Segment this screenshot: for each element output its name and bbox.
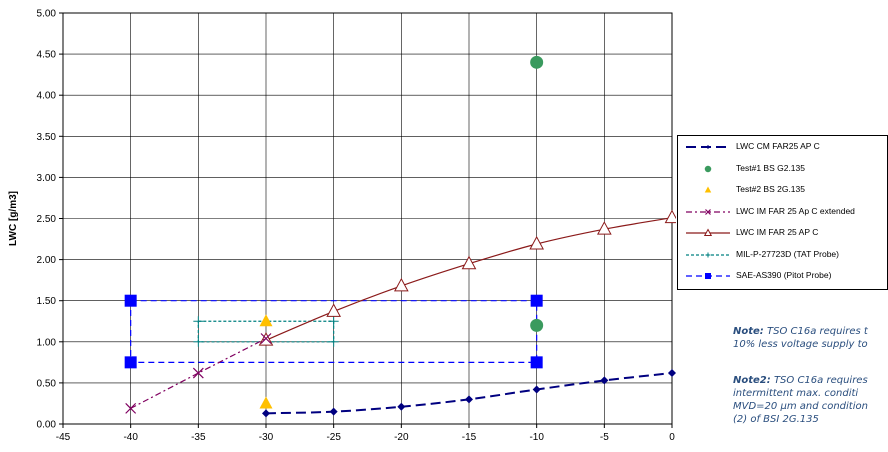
data-point [326, 303, 342, 317]
series-3 [125, 333, 272, 414]
data-point [397, 402, 406, 411]
legend-item: Test#2 BS 2G.135 [678, 182, 888, 198]
legend-marker [704, 186, 712, 193]
y-tick-label: 3.00 [37, 173, 57, 184]
legend-swatch [686, 145, 730, 149]
x-tick-label: -45 [56, 432, 71, 443]
note-2-line-4: (2) of BSI 2G.135 [733, 414, 819, 425]
note-2: Note2: TSO C16a requires intermittent ma… [733, 374, 888, 426]
data-point [328, 316, 339, 327]
legend-item: MIL-P-27723D (TAT Probe) [678, 247, 888, 263]
note-2-line-3: MVD=20 μm and condition [733, 401, 868, 412]
lwc-chart: -45 -40 -35 -30 -25 -20 -15 -10 -5 0 0.00 0.50 1.00 1… [8, 9, 676, 443]
y-tick-label: 4.00 [37, 91, 57, 102]
note-1-line-2: 10% less voltage supply to [733, 339, 868, 350]
y-tick-label: 2.00 [37, 255, 57, 266]
y-tick-label: 1.50 [37, 296, 57, 307]
x-tick-label: -15 [462, 432, 477, 443]
data-point [600, 376, 609, 385]
legend-marker [706, 145, 710, 149]
x-tick-label: -20 [394, 432, 409, 443]
legend-label: SAE-AS390 (Pitot Probe) [736, 270, 832, 280]
data-point [596, 221, 612, 235]
series-0 [262, 369, 676, 418]
y-tick-label: 4.50 [37, 50, 57, 61]
series-line [130, 300, 538, 363]
data-point [259, 314, 273, 327]
legend-label: LWC IM FAR 25 Ap C extended [736, 205, 855, 216]
x-tick-label: 0 [669, 432, 675, 443]
y-tick-label: 0.00 [37, 420, 57, 431]
data-point [193, 336, 204, 347]
note-1-label: Note: [733, 326, 764, 337]
legend-swatch [704, 186, 712, 193]
legend-marker [705, 273, 711, 279]
legend-swatch [686, 273, 730, 279]
data-point [532, 385, 541, 394]
legend-swatch [686, 208, 730, 215]
data-point [465, 395, 473, 404]
x-tick-label: -35 [191, 432, 206, 443]
legend-marker [704, 165, 712, 172]
legend-swatch [686, 252, 730, 257]
legend-item: LWC IM FAR 25 Ap C extended [678, 204, 888, 220]
series-4 [258, 209, 676, 346]
y-axis-label: LWC [g/m3] [8, 191, 19, 246]
y-tick-label: 2.50 [37, 214, 57, 225]
note-2-line-2: intermittent max. conditi [733, 388, 859, 399]
legend-label: MIL-P-27723D (TAT Probe) [736, 248, 839, 259]
x-tick-label: -25 [326, 432, 341, 443]
note-1: Note: TSO C16a requires t 10% less volta… [733, 325, 888, 351]
x-tick-label: -30 [259, 432, 274, 443]
y-tick-label: 0.50 [37, 378, 57, 389]
data-point [124, 294, 137, 307]
series-line [130, 337, 267, 409]
data-point [192, 367, 204, 379]
legend-item: Test#1 BS G2.135 [678, 161, 888, 177]
x-tick-label: -10 [529, 432, 544, 443]
x-tick-label: -40 [123, 432, 138, 443]
legend-marker [703, 228, 713, 236]
series-6 [124, 294, 543, 369]
legend-label: LWC CM FAR25 AP C [736, 141, 820, 151]
data-point [530, 318, 544, 332]
legend-item: LWC IM FAR 25 AP C [678, 225, 888, 241]
data-point [668, 369, 676, 378]
legend-label: LWC IM FAR 25 AP C [736, 227, 819, 237]
chart-legend: LWC CM FAR25 AP C Test#1 BS G2.135 Test#2 … [677, 135, 888, 290]
data-point [393, 277, 409, 292]
legend-item: LWC CM FAR25 AP C [678, 139, 888, 155]
legend-label: Test#1 BS G2.135 [736, 162, 805, 173]
data-point [664, 209, 676, 224]
data-point [260, 333, 272, 344]
legend-marker [705, 252, 711, 257]
note-1-line-1: TSO C16a requires t [763, 326, 868, 337]
series-1 [530, 55, 544, 332]
data-point [529, 235, 545, 250]
data-point [530, 55, 544, 69]
data-point [262, 409, 270, 418]
data-point [124, 356, 137, 369]
note-2-line-1: TSO C16a requires [770, 375, 868, 386]
legend-item: SAE-AS390 (Pitot Probe) [678, 268, 888, 284]
data-point [530, 356, 543, 369]
y-tick-label: 5.00 [37, 9, 57, 20]
legend-label: Test#2 BS 2G.135 [736, 184, 805, 194]
data-point [461, 255, 477, 270]
series-5 [193, 316, 339, 347]
data-point [259, 396, 273, 409]
data-point [328, 336, 339, 347]
legend-marker [705, 208, 711, 215]
data-point [530, 294, 543, 307]
y-tick-label: 1.00 [37, 337, 57, 348]
data-point [329, 407, 338, 416]
legend-swatch [704, 165, 712, 172]
x-tick-label: -5 [600, 432, 609, 443]
data-point [125, 402, 137, 414]
y-tick-label: 3.50 [37, 132, 57, 143]
series-2 [259, 314, 273, 409]
note-2-label: Note2: [733, 375, 771, 386]
legend-swatch [686, 228, 730, 236]
data-point [193, 316, 204, 327]
